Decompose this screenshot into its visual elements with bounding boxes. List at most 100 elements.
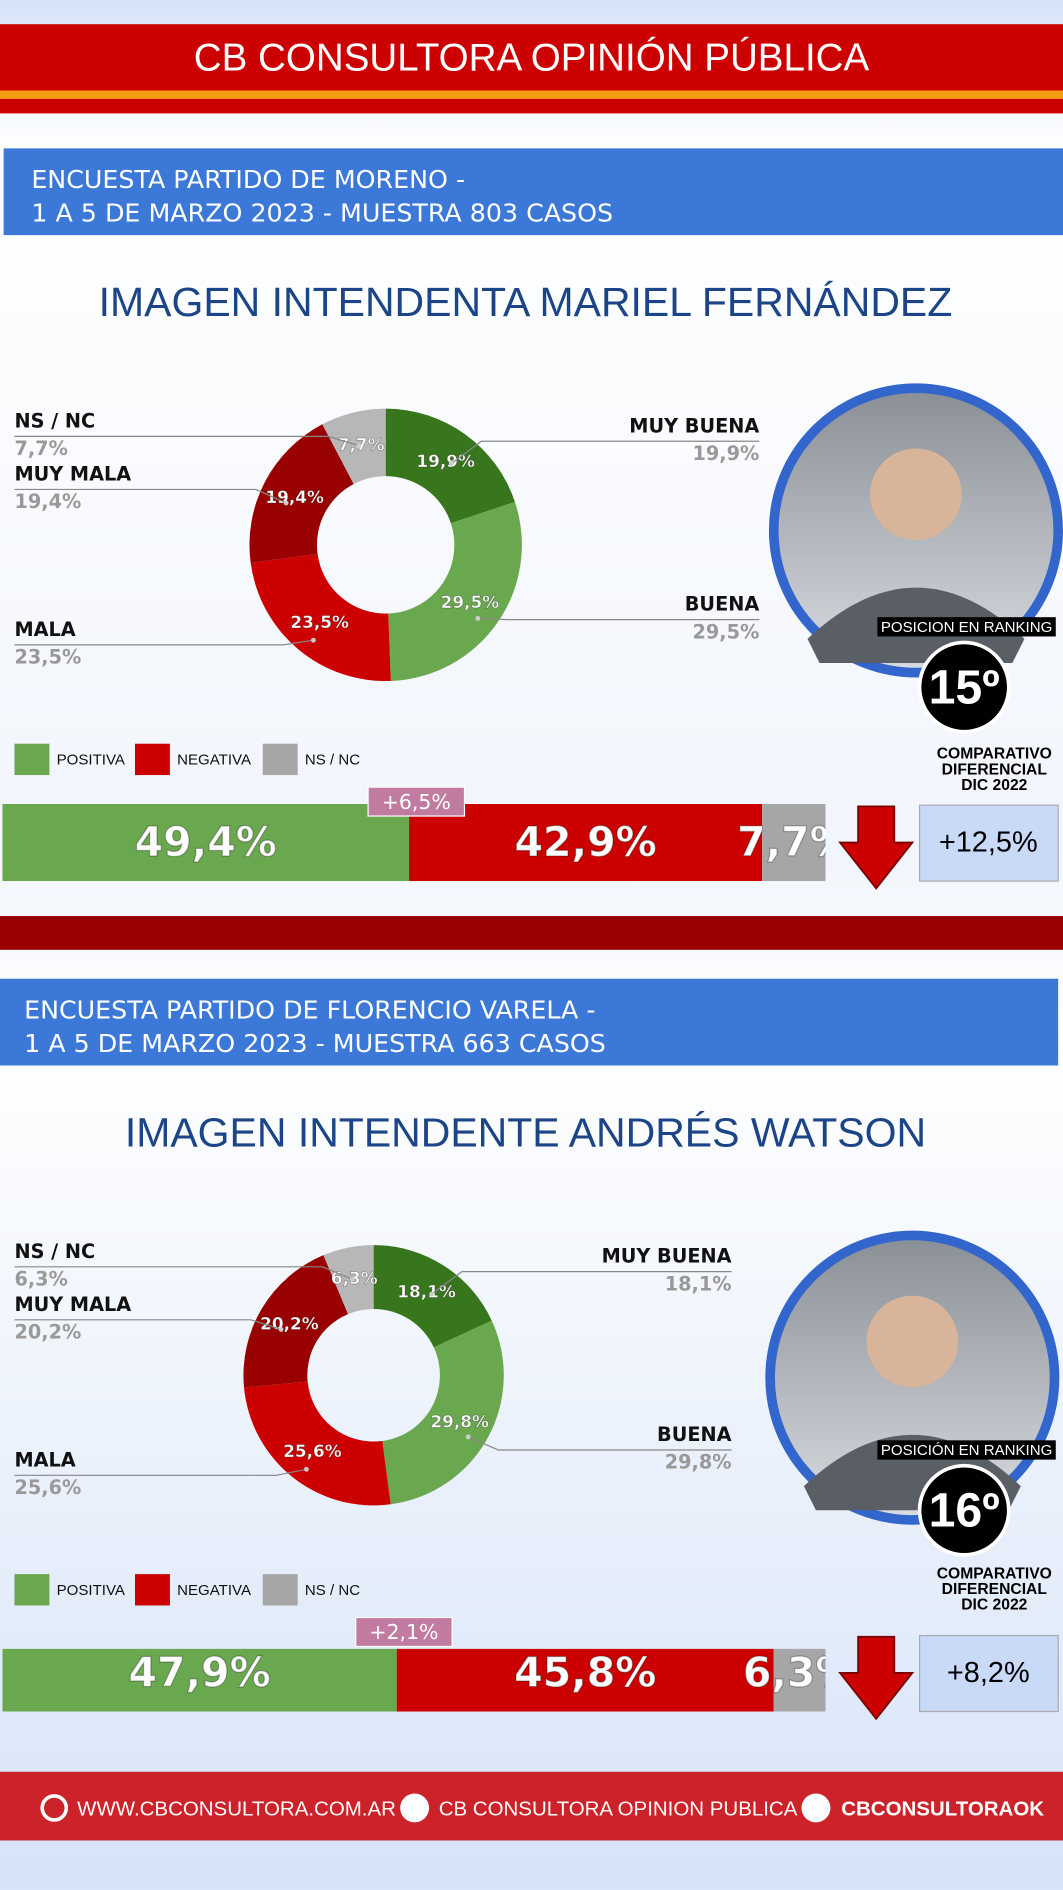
comparison-label: COMPARATIVO [937,746,1052,763]
donut-slice [385,408,515,524]
ranking-badge [917,1463,1011,1557]
category-label: MUY MALA [14,1293,131,1316]
leader-line [477,617,760,621]
photo-head [866,1295,959,1388]
leader-dot [429,1291,435,1297]
slice-label: 19,9% [416,451,475,471]
leader-line [14,1319,282,1330]
category-value: 20,2% [14,1321,81,1344]
leader-line [14,639,314,646]
bar-segment [396,1648,774,1712]
donut-slice [244,1381,391,1506]
web-icon [40,1794,69,1822]
annotation-box [355,1616,453,1648]
photo-head [870,448,962,541]
bar-label: 6,3% [743,1648,857,1696]
category-label: NS / NC [14,1240,95,1263]
annotation: +6,5% [382,790,451,814]
leader-line [431,1271,732,1295]
legend-swatch [14,743,50,776]
bar-label: 7,7% [737,818,851,866]
leader-line [14,435,359,447]
ranking-label: POSICION EN RANKING [881,619,1052,636]
category-value: 18,1% [665,1272,732,1295]
chart-title: IMAGEN INTENDENTA MARIEL FERNÁNDEZ [99,279,953,325]
chart-title: IMAGEN INTENDENTE ANDRÉS WATSON [125,1109,926,1155]
legend-swatch [262,1574,298,1606]
bar-segment [762,803,826,882]
bar-label: 47,9% [128,1648,270,1696]
survey-box [0,978,1059,1066]
category-label: BUENA [685,593,760,616]
comparison-label: DIC 2022 [961,777,1027,794]
survey-line: 1 A 5 DE MARZO 2023 - MUESTRA 803 CASOS [31,199,613,228]
trend-arrow [838,1635,915,1721]
bar-label: 45,8% [514,1648,656,1696]
category-label: NS / NC [14,409,95,432]
stacked-bar: 49,4% 42,9% 7,7% [2,803,851,882]
survey-box [3,148,1063,236]
survey-line: ENCUESTA PARTIDO DE FLORENCIO VARELA - [24,995,595,1024]
header-stripe [0,90,1063,99]
category-value: 29,5% [692,620,759,643]
slice-label: 19,4% [265,487,324,507]
leader-dot [465,1434,471,1440]
ranking-badge [917,640,1011,734]
donut-slice [322,408,386,485]
donut-slice [323,1245,374,1315]
slice-label: 20,2% [260,1314,319,1334]
legend-label: NEGATIVA [177,1582,251,1599]
category-value: 6,3% [14,1268,67,1291]
legend-swatch [14,1574,50,1606]
bar-segment [2,803,410,882]
header-title: CB CONSULTORA OPINIÓN PÚBLICA [194,37,870,80]
annotation: +2,1% [369,1620,438,1644]
comparison: +8,2% [947,1657,1030,1689]
donut-slice [249,424,354,563]
leader-dot [475,615,481,621]
legend-swatch [134,1574,170,1606]
comparison-label: DIFERENCIAL [942,761,1048,778]
leader-dot [278,1327,284,1332]
bar-label: 42,9% [515,818,657,866]
leader-dot [356,443,362,449]
slice-label: 29,8% [430,1412,489,1432]
leader-dot [311,637,316,643]
stacked-bar: 47,9% 45,8% 6,3% [2,1648,857,1712]
comparison: +12,5% [939,826,1038,858]
legend-label: POSITIVA [57,752,125,769]
comparison-label: COMPARATIVO [937,1565,1052,1582]
facebook-icon [400,1793,430,1823]
donut-slice [388,501,522,681]
divider [0,916,1063,950]
bar-segment [2,1648,397,1712]
category-value: 29,8% [665,1451,732,1474]
category-label: MALA [14,1448,75,1471]
donut-slice [373,1245,492,1348]
comparison-label: DIC 2022 [961,1597,1027,1614]
footer-facebook: CB CONSULTORA OPINION PUBLICA [439,1798,798,1821]
ranking-label: POSICIÓN EN RANKING [881,1442,1052,1459]
leader-dot [283,500,289,506]
donut-slice [243,1255,349,1388]
donut-slice [250,553,391,682]
legend-label: POSITIVA [57,1582,125,1599]
footer-website: WWW.CBCONSULTORA.COM.AR [77,1798,396,1821]
comparison-box [918,1634,1059,1713]
leader-dot [448,461,454,467]
twitter-icon [801,1793,831,1823]
leader-dot [304,1466,309,1472]
ranking-label-box [877,1440,1056,1460]
slice-label: 25,6% [283,1441,342,1461]
footer-twitter: CBCONSULTORAOK [841,1798,1044,1821]
leader-line [450,440,760,465]
category-value: 7,7% [14,437,67,460]
bar-segment [773,1648,826,1712]
survey-line: 1 A 5 DE MARZO 2023 - MUESTRA 663 CASOS [24,1029,606,1058]
donut-slice [382,1320,504,1505]
trend-arrow [838,805,915,890]
legend-label: NS / NC [305,752,360,769]
category-label: MUY BUENA [629,414,759,437]
leader-line [14,488,287,504]
